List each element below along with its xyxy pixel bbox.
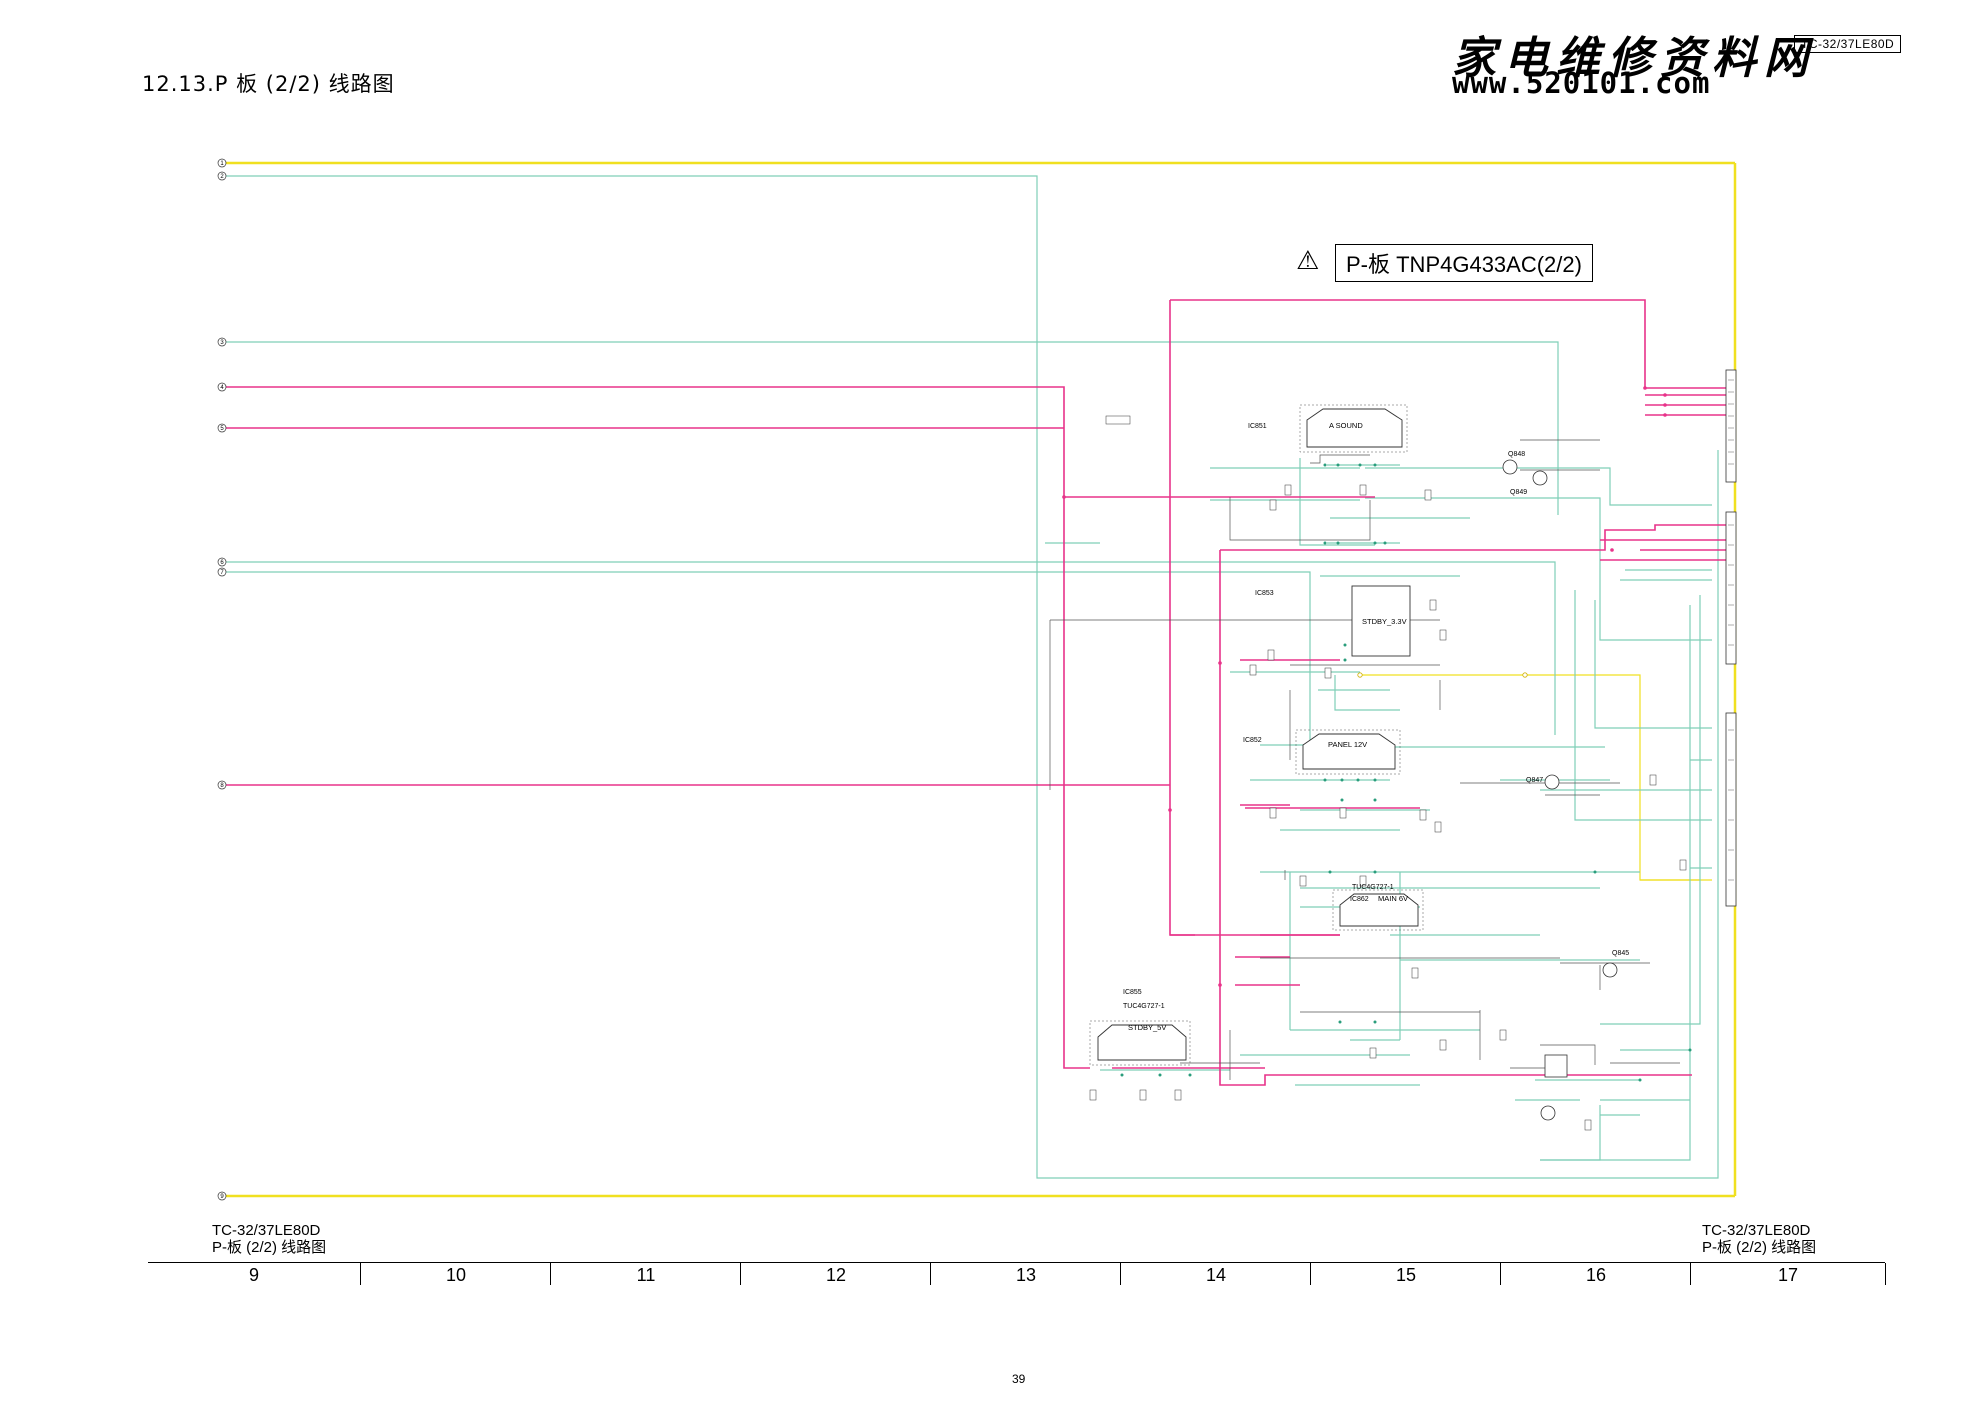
ic853-name: STDBY_3.3V: [1362, 617, 1407, 626]
connector-pins: [1728, 379, 1734, 881]
footer-left-title: TC-32/37LE80D P-板 (2/2) 线路图: [212, 1222, 326, 1256]
ic862-part: TUC4G727-1: [1352, 884, 1394, 891]
q849-label: Q849: [1510, 489, 1527, 496]
ic-dashed-outlines: [1089, 404, 1424, 1066]
transistor-labels: Q848 Q849 Q847 Q845: [1508, 451, 1629, 957]
yellow-junctions: [1357, 672, 1528, 678]
ic855-name: STDBY_5V: [1128, 1023, 1166, 1032]
grid-reference-bar: 9 10 11 12 13 14 15 16 17: [148, 1262, 1886, 1287]
transistor-symbols: [1502, 459, 1618, 1121]
connector-number: 4: [220, 385, 224, 391]
board-title: P-板 TNP4G433AC(2/2): [1335, 244, 1593, 282]
grid-cell: 9: [248, 1265, 259, 1285]
grid-cell: 15: [1310, 1263, 1501, 1285]
model-number-box: TC-32/37LE80D: [1794, 35, 1902, 53]
ic862-ref: IC862: [1350, 896, 1369, 903]
footer-right-title: TC-32/37LE80D P-板 (2/2) 线路图: [1702, 1222, 1816, 1256]
ic-packages: [1097, 408, 1419, 1061]
ic-labels: IC851 A SOUND IC853 STDBY_3.3V IC852 PAN…: [1123, 421, 1408, 1032]
grid-cell: 16: [1500, 1263, 1691, 1285]
grid-cell: 12: [740, 1263, 931, 1285]
ic852-name: PANEL 12V: [1328, 740, 1367, 749]
site-logo-url: www.520101.com: [1452, 66, 1711, 100]
footer-left-model: TC-32/37LE80D: [212, 1222, 321, 1239]
footer-right-subtitle: P-板 (2/2) 线路图: [1702, 1239, 1817, 1256]
warning-icon: ⚠: [1296, 245, 1320, 275]
section-title: 12.13.P 板 (2/2) 线路图: [142, 72, 395, 96]
footer-right-model: TC-32/37LE80D: [1702, 1222, 1811, 1239]
site-logo-chinese: 家电维修资料网: [1452, 33, 1816, 84]
junction-dots: [1062, 463, 1692, 1082]
ic853-ref: IC853: [1255, 590, 1274, 597]
left-endpoint-numbers: 1 2 3 4 5 6 7 8 9: [220, 161, 224, 1200]
teal-lines: [225, 175, 1719, 1179]
pink-junctions: [1062, 386, 1667, 987]
connector-number: 9: [220, 1194, 224, 1200]
grid-cell: 14: [1120, 1263, 1311, 1285]
ic852-ref: IC852: [1243, 737, 1262, 744]
ic862-name: MAIN 6V: [1378, 894, 1408, 903]
connector-number: 5: [220, 426, 224, 432]
left-endpoints: [217, 158, 227, 1201]
connector-number: 3: [220, 340, 224, 346]
grid-cell: 10: [360, 1263, 551, 1285]
grid-cell: 11: [550, 1263, 741, 1285]
connector-blocks: [1725, 369, 1737, 907]
ic855-part: TUC4G727-1: [1123, 1003, 1165, 1010]
yellow-rails: [225, 161, 1737, 1198]
pink-lines: [225, 299, 1728, 1086]
connector-number: 7: [220, 570, 224, 576]
page-number: 39: [1012, 1372, 1026, 1386]
q847-label: Q847: [1526, 777, 1543, 784]
connector-number: 8: [220, 783, 224, 789]
ic851-ref: IC851: [1248, 423, 1267, 430]
footer-left-subtitle: P-板 (2/2) 线路图: [212, 1239, 327, 1256]
connector-number: 2: [220, 174, 224, 180]
q848-label: Q848: [1508, 451, 1525, 458]
passive-components: [1089, 415, 1687, 1131]
connector-number: 1: [220, 161, 224, 167]
connector-number: 6: [220, 560, 224, 566]
grid-cell: 17: [1690, 1263, 1886, 1285]
ic851-name: A SOUND: [1329, 421, 1363, 430]
grid-cell: 13: [930, 1263, 1121, 1285]
ic855-ref: IC855: [1123, 989, 1142, 996]
q845-label: Q845: [1612, 950, 1629, 957]
